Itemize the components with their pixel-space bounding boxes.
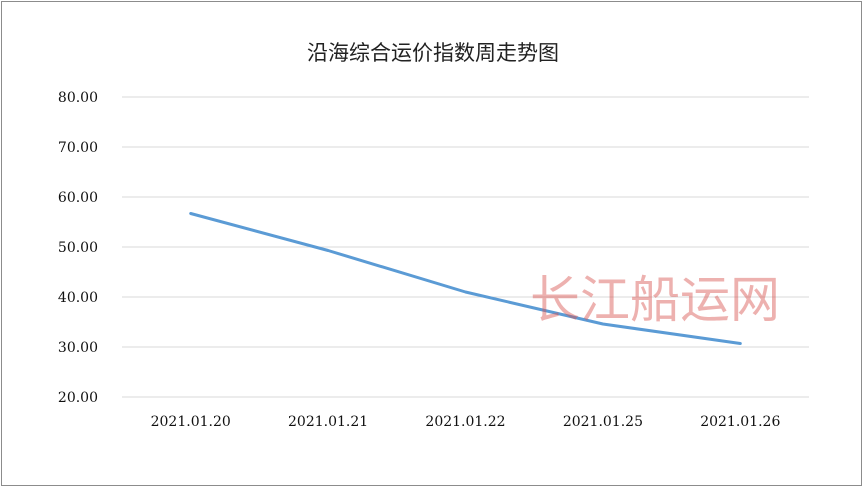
y-tick-label: 40.00 (58, 290, 98, 306)
x-tick-label: 2021.01.20 (151, 414, 231, 430)
y-tick-label: 80.00 (58, 90, 98, 106)
y-tick-label: 50.00 (58, 240, 98, 256)
x-tick-label: 2021.01.25 (563, 414, 643, 430)
y-tick-label: 70.00 (58, 140, 98, 156)
x-tick-label: 2021.01.21 (288, 414, 368, 430)
watermark: 长江船运网 (530, 271, 780, 329)
series-layer (189, 212, 742, 345)
y-tick-label: 20.00 (58, 390, 98, 406)
chart-title: 沿海综合运价指数周走势图 (307, 41, 559, 65)
y-tick-label: 30.00 (58, 340, 98, 356)
gridlines (122, 96, 809, 398)
x-tick-label: 2021.01.26 (700, 414, 780, 430)
x-tick-label: 2021.01.22 (425, 414, 505, 430)
y-tick-label: 60.00 (58, 190, 98, 206)
y-axis-ticks: 20.00 30.00 40.00 50.00 60.00 70.00 80.00 (58, 90, 98, 406)
x-axis-ticks: 2021.01.20 2021.01.21 2021.01.22 2021.01.25… (151, 414, 781, 430)
